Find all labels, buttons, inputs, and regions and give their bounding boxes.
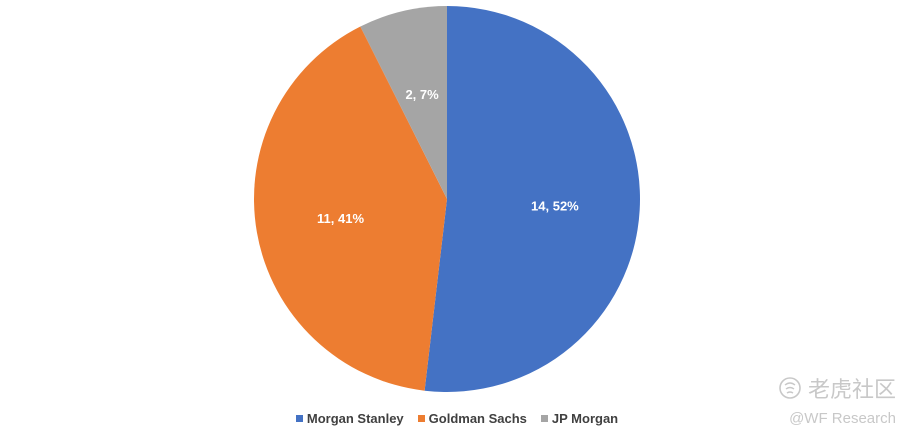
data-label-morgan-stanley: 14, 52% — [531, 198, 579, 213]
pie-slice-morgan-stanley — [424, 6, 641, 393]
legend-label: Morgan Stanley — [306, 411, 404, 426]
legend-swatch — [540, 415, 548, 422]
tiger-logo-icon — [779, 377, 801, 399]
legend-label: Goldman Sachs — [428, 411, 527, 426]
pie-slice-jp-morgan — [360, 6, 447, 199]
data-label-jp-morgan: 2, 7% — [405, 87, 439, 102]
watermark-brand: 老虎社区 — [807, 378, 896, 403]
legend: Morgan Stanley Goldman Sachs JP Morgan — [0, 411, 914, 426]
legend-item-morgan-stanley: Morgan Stanley — [295, 411, 404, 426]
legend-swatch — [417, 415, 425, 422]
legend-item-goldman-sachs: Goldman Sachs — [417, 411, 527, 426]
legend-item-jp-morgan: JP Morgan — [540, 411, 619, 426]
data-label-goldman-sachs: 11, 41% — [317, 211, 364, 226]
legend-label: JP Morgan — [551, 411, 619, 426]
watermark: 老虎社区 @WF Research — [778, 372, 896, 427]
watermark-handle: @WF Research — [789, 410, 896, 427]
pie-slice-goldman-sachs — [254, 26, 447, 391]
legend-swatch — [295, 415, 303, 422]
